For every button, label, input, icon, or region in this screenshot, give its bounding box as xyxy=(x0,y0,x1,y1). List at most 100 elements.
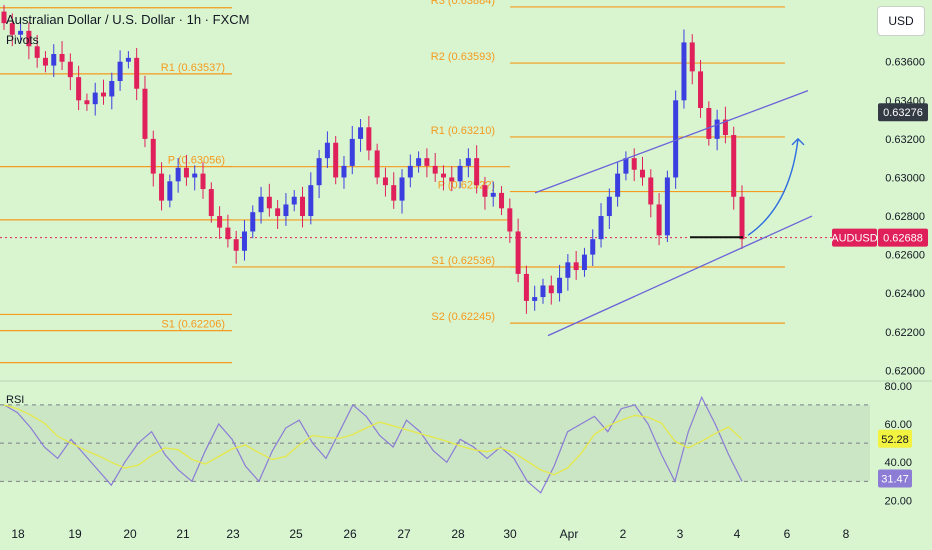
candle-body xyxy=(59,54,65,62)
candle-body xyxy=(440,173,446,178)
projection-arrow-head xyxy=(791,137,805,146)
last-value-tag xyxy=(878,103,928,122)
candle-body xyxy=(548,285,554,294)
time-tick-label: 27 xyxy=(397,527,411,541)
candle-body xyxy=(366,127,372,151)
candle-body xyxy=(308,185,314,217)
candle-body xyxy=(258,196,264,213)
candle-body xyxy=(482,185,488,197)
time-tick-label: 8 xyxy=(843,527,850,541)
candle-body xyxy=(92,92,98,105)
time-tick-label: 6 xyxy=(784,527,791,541)
last-value-label: 0.63276 xyxy=(883,107,923,119)
candle-body xyxy=(615,173,621,197)
pivot-label-right-r2: R2 (0.63593) xyxy=(431,51,495,63)
symbol-tag xyxy=(832,228,877,247)
projection-arrow-path xyxy=(747,138,799,236)
rsi-tick-label: 20.00 xyxy=(884,495,912,507)
time-tick-label: 28 xyxy=(451,527,465,541)
candle-body xyxy=(523,273,529,301)
candle-body xyxy=(499,192,505,209)
candle-body xyxy=(557,277,563,294)
price-tick-label: 0.62800 xyxy=(885,211,925,223)
candle-body xyxy=(200,173,206,190)
candle-body xyxy=(333,142,339,178)
candle-body xyxy=(739,196,745,240)
pivot-label-right-s1: S1 (0.62536) xyxy=(431,255,495,267)
candle-body xyxy=(689,42,695,72)
price-tick-label: 0.62200 xyxy=(885,327,925,339)
rsi-ma-line xyxy=(3,404,743,476)
candle-body xyxy=(581,254,587,271)
candle-body xyxy=(449,177,455,182)
candle-body xyxy=(208,189,214,217)
price-tick-label: 0.63600 xyxy=(885,57,925,69)
candle-body xyxy=(540,285,546,298)
candle-body xyxy=(474,158,480,186)
candle-body xyxy=(1,11,7,24)
candle-body xyxy=(648,177,654,205)
current-price-label: 0.62688 xyxy=(883,233,923,245)
candle-body xyxy=(159,173,165,201)
price-tick-label: 0.63000 xyxy=(885,172,925,184)
pivots-indicator-label[interactable]: Pivots xyxy=(6,33,39,47)
price-tick-label: 0.62600 xyxy=(885,250,925,262)
rsi-ma-tag xyxy=(878,429,912,448)
rsi-value-tag-label: 31.47 xyxy=(881,474,909,486)
candle-body xyxy=(731,135,737,197)
pivot-label-left-s1: S1 (0.62206) xyxy=(161,319,225,331)
candle-body xyxy=(51,54,57,66)
candle-body xyxy=(391,185,397,201)
candle-body xyxy=(664,177,670,236)
candle-body xyxy=(142,88,148,139)
pivot-label-left-p: P (0.63056) xyxy=(168,155,225,167)
rsi-line xyxy=(3,395,743,494)
price-tick-label: 0.62000 xyxy=(885,365,925,377)
candle-body xyxy=(316,158,322,186)
time-tick-label: 26 xyxy=(343,527,357,541)
candle-body xyxy=(349,138,355,166)
time-tick-label: 3 xyxy=(677,527,684,541)
candle-body xyxy=(324,142,330,159)
candle-body xyxy=(217,216,223,228)
price-tick-label: 0.63200 xyxy=(885,134,925,146)
candle-body xyxy=(374,150,380,178)
candle-body xyxy=(109,81,115,97)
candle-body xyxy=(150,138,156,174)
candle-body xyxy=(656,204,662,236)
candle-body xyxy=(598,216,604,240)
candle-body xyxy=(623,158,629,174)
rsi-indicator-label[interactable]: RSI xyxy=(6,394,25,406)
candle-body xyxy=(722,119,728,136)
currency-button[interactable]: USD xyxy=(877,6,925,36)
candle-body xyxy=(125,57,131,62)
candle-body xyxy=(457,165,463,182)
candle-body xyxy=(283,204,289,217)
candle-body xyxy=(183,167,189,178)
candle-body xyxy=(266,196,272,209)
candle-body xyxy=(101,92,107,97)
time-tick-label: 19 xyxy=(68,527,82,541)
candle-body xyxy=(241,231,247,251)
candle-body xyxy=(76,77,82,101)
candle-body xyxy=(606,196,612,217)
candle-body xyxy=(382,177,388,186)
channel-upper-line xyxy=(534,90,809,194)
candle-body xyxy=(465,158,471,166)
time-tick-label: 18 xyxy=(11,527,25,541)
pivot-label-left-r1: R1 (0.63537) xyxy=(161,62,225,74)
candle-body xyxy=(681,42,687,101)
current-price-tag xyxy=(878,228,928,247)
candle-body xyxy=(573,262,579,271)
candle-body xyxy=(631,158,637,170)
candle-body xyxy=(291,196,297,205)
candle-body xyxy=(532,297,538,301)
candle-body xyxy=(706,108,712,139)
candle-body xyxy=(275,208,281,217)
candle-body xyxy=(134,57,140,89)
candle-body xyxy=(67,61,73,78)
candle-body xyxy=(34,46,40,58)
candle-body xyxy=(515,231,521,274)
